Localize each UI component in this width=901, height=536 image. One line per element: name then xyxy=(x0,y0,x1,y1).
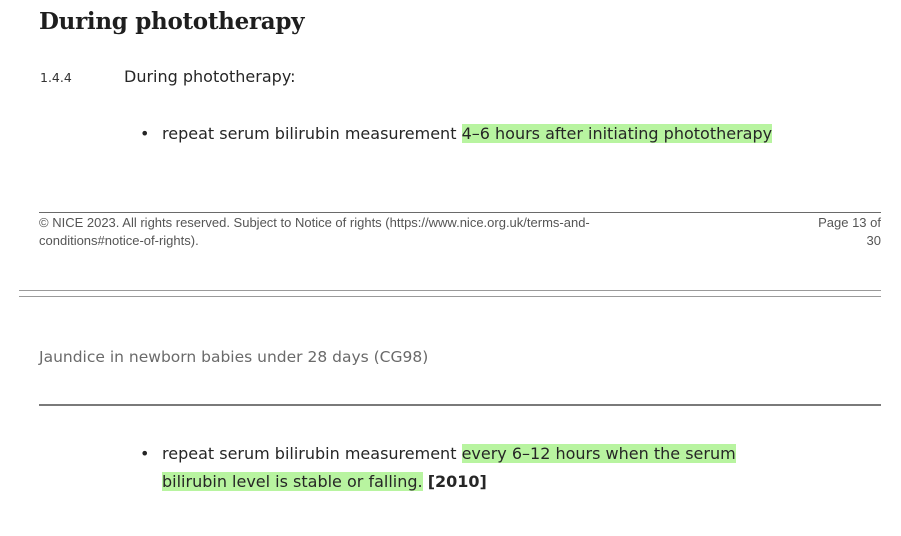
bullet-text: repeat serum bilirubin measurement xyxy=(162,444,462,463)
bullet-dot-icon: • xyxy=(140,444,150,463)
highlighted-text: every 6–12 hours when the serum xyxy=(461,444,736,463)
recommendation-number: 1.4.4 xyxy=(40,70,72,85)
list-item: • repeat serum bilirubin measurement 4–6… xyxy=(140,120,901,148)
footer-divider xyxy=(39,212,881,213)
page-break-line xyxy=(19,296,881,297)
header-divider xyxy=(39,404,881,406)
page-number: Page 13 of 30 xyxy=(792,214,881,250)
recommendation-text: During phototherapy: xyxy=(124,67,296,86)
highlighted-text: 4–6 hours after initiating phototherapy xyxy=(461,124,773,143)
page-number-line: 30 xyxy=(866,233,881,248)
reference-year: [2010] xyxy=(427,472,487,491)
highlighted-text: bilirubin level is stable or falling. xyxy=(162,472,423,491)
bullet-text: repeat serum bilirubin measurement xyxy=(162,124,462,143)
footer-copyright: © NICE 2023. All rights reserved. Subjec… xyxy=(39,214,789,250)
bullet-dot-icon: • xyxy=(140,124,150,143)
list-item: • repeat serum bilirubin measurement eve… xyxy=(140,440,862,496)
page-number-line: Page 13 of xyxy=(818,215,881,230)
copyright-line: © NICE 2023. All rights reserved. Subjec… xyxy=(39,215,590,230)
section-heading: During phototherapy xyxy=(39,8,305,35)
copyright-line: conditions#notice-of-rights). xyxy=(39,233,199,248)
page-break-line xyxy=(19,290,881,291)
running-header: Jaundice in newborn babies under 28 days… xyxy=(39,348,429,366)
